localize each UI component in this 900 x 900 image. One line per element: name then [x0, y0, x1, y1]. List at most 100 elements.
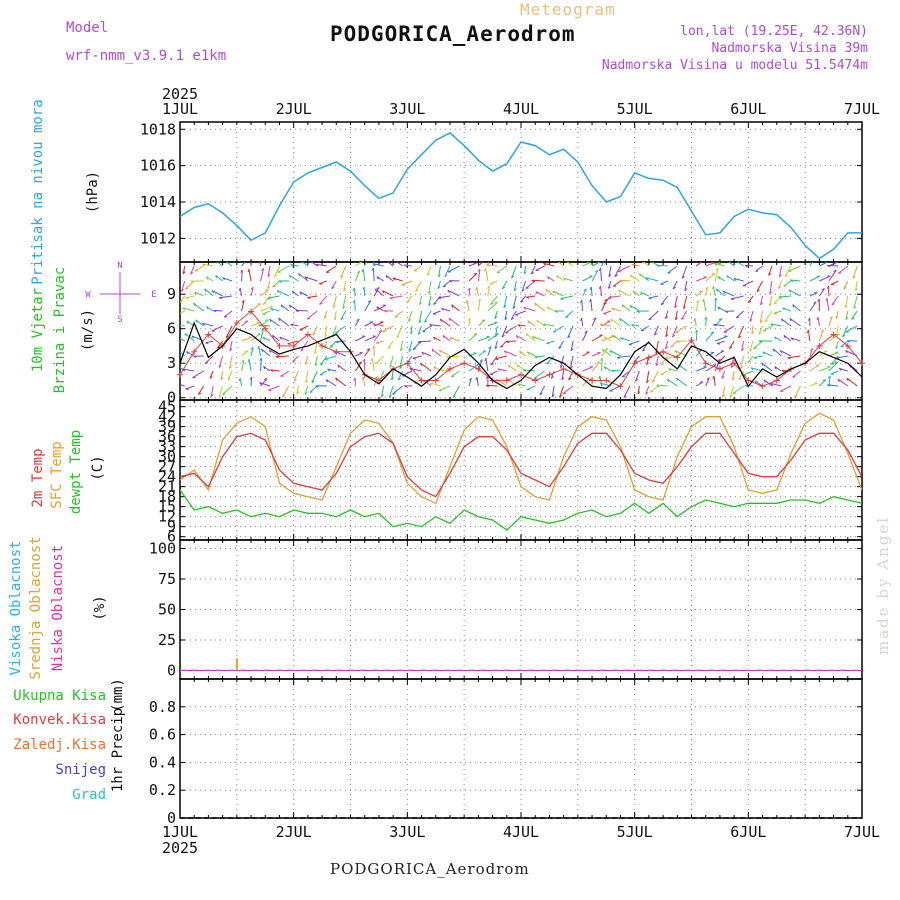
wind-arrow-head	[176, 365, 177, 368]
wind-arrow-head	[304, 392, 308, 395]
wind-arrow-head	[384, 259, 385, 262]
wind-arrow	[732, 385, 744, 394]
wind-arrow	[717, 306, 725, 312]
x-tick-label: 2JUL	[276, 100, 312, 118]
wind-arrow-head	[465, 300, 468, 304]
wind-arrow-head	[758, 331, 762, 335]
wind-arrow	[487, 346, 492, 357]
gust-marker	[745, 377, 752, 384]
wind-arrow	[667, 378, 678, 387]
wind-arrow	[703, 299, 707, 312]
wind-arrow	[759, 310, 764, 323]
wind-arrow-head	[296, 391, 300, 395]
wind-arrow	[764, 310, 773, 323]
wind-arrow	[792, 304, 801, 312]
wind-arrow-head	[614, 274, 618, 278]
wind-arrow	[304, 355, 309, 365]
gust-marker	[304, 331, 311, 338]
wind-arrow	[763, 379, 773, 387]
wind-arrow-head	[536, 319, 539, 323]
wind-arrow-head	[683, 306, 686, 309]
wind-arrow	[182, 307, 195, 312]
wind-arrow-head	[837, 378, 840, 383]
wind-arrow	[591, 334, 603, 342]
wind-arrow-head	[335, 377, 338, 381]
wind-arrow-head	[269, 305, 273, 308]
wind-arrow	[562, 385, 574, 395]
wind-arrow	[466, 300, 470, 312]
wind-arrow	[494, 340, 498, 349]
wind-arrow-head	[646, 380, 649, 384]
wind-arrow-head	[353, 377, 356, 381]
gust-marker	[560, 365, 567, 372]
wind-arrow-head	[619, 318, 622, 322]
wind-arrow-head	[362, 286, 365, 290]
wind-arrow	[742, 280, 754, 287]
wind-arrow-head	[570, 348, 574, 352]
wind-arrow	[504, 350, 517, 357]
wind-arrow	[439, 318, 451, 327]
wind-arrow	[334, 310, 337, 320]
wind-arrow	[408, 310, 413, 322]
temperature-unit: (C)	[90, 455, 106, 480]
wind-arrow	[374, 288, 384, 297]
wind-arrow-head	[681, 317, 685, 320]
wind-arrow-head	[367, 300, 372, 303]
wind-arrow-head	[769, 303, 772, 307]
wind-arrow	[722, 385, 726, 397]
wind-arrow	[515, 310, 526, 316]
wind-arrow	[186, 350, 195, 357]
wind-arrow-head	[490, 302, 494, 305]
y-tick-label: 1018	[140, 120, 176, 138]
wind-arrow-head	[717, 276, 720, 280]
wind-arrow-head	[375, 362, 379, 365]
wind-arrow	[747, 295, 754, 303]
wind-arrow-head	[421, 351, 425, 355]
wind-arrow	[241, 269, 243, 282]
wind-arrow-head	[829, 316, 833, 319]
wind-arrow-head	[835, 346, 839, 349]
wind-arrow-head	[840, 345, 844, 348]
wind-arrow-head	[507, 364, 511, 368]
wind-arrow-head	[494, 346, 498, 350]
wind-arrow-head	[352, 287, 355, 291]
wind-arrow	[343, 280, 347, 291]
wind-arrow	[263, 365, 271, 372]
wind-arrow-head	[287, 343, 291, 345]
wind-arrow	[417, 340, 432, 343]
wind-arrow-head	[331, 286, 335, 290]
year-label-top: 2025	[162, 85, 198, 103]
wind-arrow-head	[713, 262, 717, 266]
y-tick-label: 25	[158, 631, 176, 649]
wind-arrow	[713, 262, 725, 267]
wind-arrow-head	[515, 335, 519, 339]
wind-arrow	[601, 320, 611, 327]
elevation-label: Nadmorska Visina 39m	[711, 41, 868, 56]
wind-arrow-head	[241, 359, 245, 363]
x-tick-label: 7JUL	[844, 823, 880, 841]
wind-arrow	[442, 334, 451, 342]
wind-arrow	[600, 323, 612, 327]
wind-arrow-head	[403, 385, 407, 388]
wind-arrow	[696, 276, 707, 282]
wind-arrow	[396, 262, 403, 267]
wind-arrow-head	[603, 366, 607, 370]
wind-arrow-head	[560, 298, 564, 300]
wind-arrow-head	[419, 302, 422, 306]
wind-arrow	[817, 317, 820, 327]
wind-arrow-head	[770, 323, 774, 327]
wind-arrow	[618, 289, 631, 297]
wind-arrow-head	[410, 331, 413, 335]
wind-arrow-head	[487, 256, 489, 258]
y-tick-label: 75	[158, 570, 176, 588]
t2m-line	[180, 432, 862, 498]
wind-arrow	[241, 350, 249, 357]
wind-arrow-head	[715, 288, 718, 292]
wind-arrow	[635, 370, 640, 382]
wind-arrow	[733, 278, 744, 282]
y-tick-label: 100	[149, 540, 176, 558]
wind-arrow	[819, 366, 831, 372]
wind-arrow-head	[632, 290, 635, 294]
wind-arrow-head	[521, 289, 525, 292]
